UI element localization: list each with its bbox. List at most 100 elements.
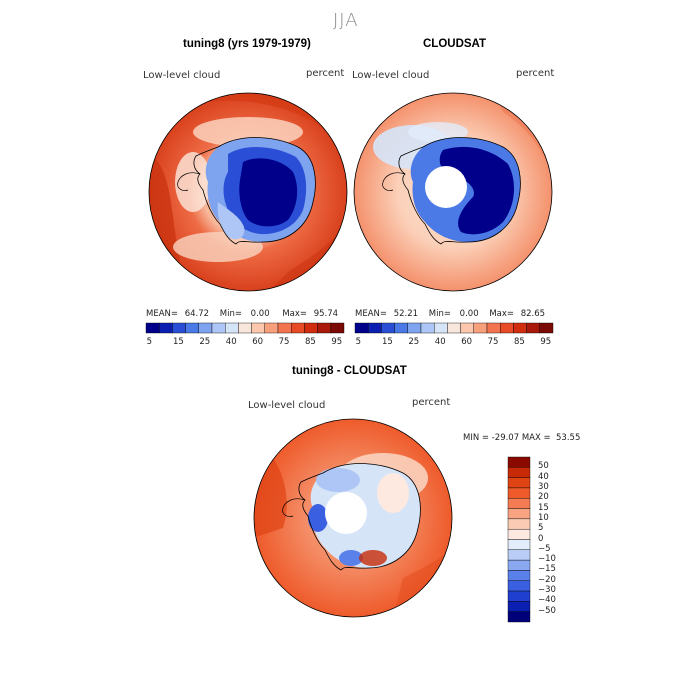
colorbar-tick-label: 50: [538, 461, 549, 472]
colorbar-tick-label: −30: [538, 585, 556, 596]
colorbar-tick-label: 0: [538, 533, 544, 544]
max-label: Max=: [489, 309, 515, 319]
colorbar-swatch: [158, 322, 173, 334]
panel-obs-stats: MEAN= 52.21 Min= 0.00 Max= 82.65: [355, 309, 545, 319]
colorbar-tick-label: 60: [461, 337, 473, 347]
colorbar-tick-label: −15: [538, 564, 556, 575]
map-model: [148, 92, 348, 292]
colorbar-swatch: [513, 322, 527, 334]
colorbar-swatch: [367, 322, 382, 334]
colorbar-tick-label: 95: [331, 337, 343, 347]
colorbar-swatch: [304, 322, 318, 334]
colorbar-swatch: [238, 322, 252, 334]
colorbar-tick-label: −20: [538, 574, 556, 585]
min-label: Min=: [219, 309, 242, 319]
colorbar-swatch: [145, 322, 160, 334]
colorbar-swatch: [499, 322, 514, 334]
colorbar-swatch: [198, 322, 213, 334]
figure-title: JJA: [333, 10, 359, 31]
colorbar-swatch: [473, 322, 488, 334]
colorbar-swatch: [507, 487, 531, 499]
colorbar-tick-label: −40: [538, 595, 556, 606]
panel-diff-stats: MIN = -29.07 MAX = 53.55: [463, 433, 581, 443]
map-obs: [353, 92, 553, 292]
colorbar-swatch: [172, 322, 186, 334]
colorbar-tick-label: 60: [252, 337, 264, 347]
colorbar-tick-label: 10: [538, 512, 549, 523]
colorbar-tick-label: 85: [514, 337, 525, 347]
colorbar-tick-label: −50: [538, 605, 556, 616]
panel-diff-units: percent: [412, 397, 451, 408]
panel-model-units: percent: [306, 68, 345, 79]
colorbar-model-ticks: 5 15 25 40 60 75 85 95: [146, 337, 344, 349]
colorbar-swatch: [507, 508, 531, 520]
colorbar-swatch: [330, 322, 345, 334]
min-label: Min=: [428, 309, 451, 319]
colorbar-swatch: [420, 322, 435, 334]
colorbar-swatch: [507, 549, 531, 561]
mean-label: MEAN=: [355, 309, 387, 319]
colorbar-swatch: [251, 322, 265, 334]
colorbar-tick-label: 75: [278, 337, 290, 347]
colorbar-swatch: [264, 322, 279, 334]
colorbar-tick-label: 15: [173, 337, 184, 347]
colorbar-tick-label: 85: [305, 337, 316, 347]
colorbar-swatch: [407, 322, 422, 334]
colorbar-tick-label: 20: [538, 492, 549, 503]
colorbar-tick-label: 5: [538, 523, 544, 534]
colorbar-tick-label: 95: [540, 337, 552, 347]
colorbar-swatch: [211, 322, 226, 334]
max-value: 95.74: [313, 309, 339, 319]
colorbar-swatch: [460, 322, 474, 334]
colorbar-model: [145, 322, 345, 334]
colorbar-swatch: [526, 322, 541, 334]
colorbar-swatch: [277, 322, 292, 334]
panel-diff-variable-label: Low-level cloud: [248, 400, 326, 411]
colorbar-swatch: [381, 322, 395, 334]
colorbar-swatch: [394, 322, 408, 334]
min-value: 0.00: [250, 309, 270, 319]
panel-obs-units: percent: [516, 68, 555, 79]
colorbar-swatch: [507, 467, 531, 478]
panel-obs-variable-label: Low-level cloud: [352, 70, 430, 81]
colorbar-tick-label: 5: [355, 337, 362, 347]
colorbar-tick-label: 15: [382, 337, 393, 347]
colorbar-tick-label: 40: [434, 337, 446, 347]
colorbar-tick-label: 25: [199, 337, 211, 347]
colorbar-tick-label: 5: [146, 337, 153, 347]
colorbar-tick-label: 15: [538, 502, 549, 513]
colorbar-swatch: [507, 559, 531, 571]
min-value: 0.00: [459, 309, 479, 319]
colorbar-swatch: [354, 322, 369, 334]
max-value: 82.65: [520, 309, 546, 319]
colorbar-swatch: [507, 570, 531, 581]
colorbar-tick-label: −10: [538, 554, 556, 565]
colorbar-tick-label: −5: [538, 543, 551, 554]
colorbar-swatch: [185, 322, 199, 334]
mean-label: MEAN=: [146, 309, 178, 319]
panel-model-title: tuning8 (yrs 1979-1979): [183, 38, 311, 50]
colorbar-difference-ticks: 50 40 30 20 15 10 5 0 −5 −10 −15 −20 −30 −40 −50: [538, 457, 578, 622]
colorbar-swatch: [290, 322, 305, 334]
colorbar-swatch: [486, 322, 501, 334]
panel-model-variable-label: Low-level cloud: [143, 70, 221, 81]
colorbar-swatch: [507, 518, 531, 530]
colorbar-obs: [354, 322, 554, 334]
colorbar-swatch: [507, 611, 531, 623]
map-difference: [253, 418, 453, 618]
colorbar-swatch: [507, 601, 531, 612]
colorbar-tick-label: 30: [538, 481, 549, 492]
panel-diff-title: tuning8 - CLOUDSAT: [292, 365, 407, 377]
colorbar-swatch: [433, 322, 448, 334]
colorbar-swatch: [539, 322, 554, 334]
max-label: Max=: [282, 309, 308, 319]
colorbar-swatch: [224, 322, 239, 334]
panel-model-stats: MEAN= 64.72 Min= 0.00 Max= 95.74: [146, 309, 338, 319]
colorbar-tick-label: 40: [538, 471, 549, 482]
mean-value: 52.21: [393, 309, 419, 319]
colorbar-tick-label: 40: [225, 337, 237, 347]
colorbar-swatch: [507, 539, 531, 551]
mean-value: 64.72: [184, 309, 210, 319]
colorbar-swatch: [507, 477, 531, 489]
colorbar-obs-ticks: 5 15 25 40 60 75 85 95: [355, 337, 553, 349]
